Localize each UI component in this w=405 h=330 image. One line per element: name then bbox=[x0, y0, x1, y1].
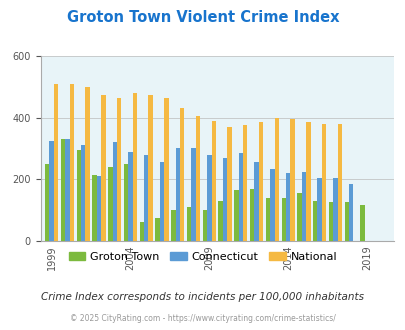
Legend: Groton Town, Connecticut, National: Groton Town, Connecticut, National bbox=[64, 248, 341, 267]
Bar bbox=[243, 125, 247, 241]
Bar bbox=[186, 207, 191, 241]
Bar bbox=[312, 201, 317, 241]
Bar bbox=[65, 139, 69, 241]
Bar bbox=[222, 158, 227, 241]
Bar bbox=[128, 151, 132, 241]
Bar bbox=[321, 124, 326, 241]
Bar bbox=[175, 148, 179, 241]
Bar bbox=[108, 167, 112, 241]
Text: Groton Town Violent Crime Index: Groton Town Violent Crime Index bbox=[66, 10, 339, 25]
Bar bbox=[285, 173, 290, 241]
Bar bbox=[265, 198, 270, 241]
Bar bbox=[270, 169, 274, 241]
Bar bbox=[77, 150, 81, 241]
Bar bbox=[139, 222, 144, 241]
Bar bbox=[238, 153, 243, 241]
Bar bbox=[85, 87, 90, 241]
Bar bbox=[45, 164, 49, 241]
Bar bbox=[117, 98, 121, 241]
Bar bbox=[195, 116, 200, 241]
Bar bbox=[101, 95, 105, 241]
Bar bbox=[81, 146, 85, 241]
Bar bbox=[54, 84, 58, 241]
Bar bbox=[290, 119, 294, 241]
Bar bbox=[337, 124, 341, 241]
Bar bbox=[92, 175, 96, 241]
Bar bbox=[148, 95, 153, 241]
Bar bbox=[333, 178, 337, 241]
Bar bbox=[61, 139, 65, 241]
Bar bbox=[207, 155, 211, 241]
Bar bbox=[191, 148, 195, 241]
Bar bbox=[249, 188, 254, 241]
Bar bbox=[254, 162, 258, 241]
Bar bbox=[218, 201, 222, 241]
Bar bbox=[179, 109, 184, 241]
Text: © 2025 CityRating.com - https://www.cityrating.com/crime-statistics/: © 2025 CityRating.com - https://www.city… bbox=[70, 314, 335, 323]
Bar bbox=[49, 141, 54, 241]
Text: Crime Index corresponds to incidents per 100,000 inhabitants: Crime Index corresponds to incidents per… bbox=[41, 292, 364, 302]
Bar bbox=[305, 122, 310, 241]
Bar bbox=[144, 155, 148, 241]
Bar bbox=[202, 210, 207, 241]
Bar bbox=[234, 190, 238, 241]
Bar bbox=[296, 193, 301, 241]
Bar bbox=[132, 93, 137, 241]
Bar bbox=[274, 118, 278, 241]
Bar bbox=[360, 206, 364, 241]
Bar bbox=[112, 142, 117, 241]
Bar bbox=[96, 176, 101, 241]
Bar bbox=[155, 218, 160, 241]
Bar bbox=[69, 84, 74, 241]
Bar bbox=[164, 98, 168, 241]
Bar bbox=[211, 121, 215, 241]
Bar bbox=[317, 178, 321, 241]
Bar bbox=[227, 127, 231, 241]
Bar bbox=[124, 164, 128, 241]
Bar bbox=[258, 122, 262, 241]
Bar bbox=[171, 210, 175, 241]
Bar bbox=[301, 172, 305, 241]
Bar bbox=[348, 184, 353, 241]
Bar bbox=[281, 198, 285, 241]
Bar bbox=[328, 202, 333, 241]
Bar bbox=[344, 202, 348, 241]
Bar bbox=[160, 162, 164, 241]
